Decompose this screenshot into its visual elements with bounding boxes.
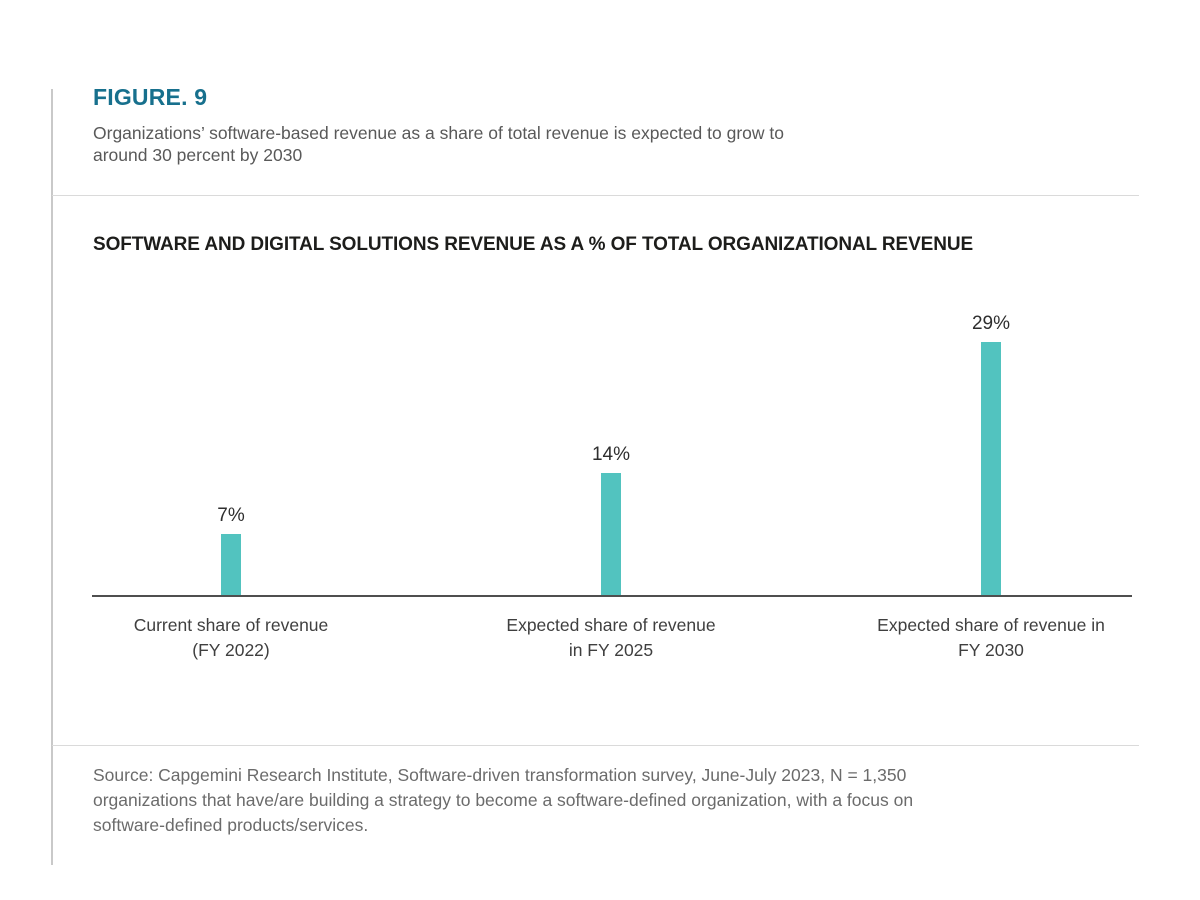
- figure-number-label: FIGURE. 9: [93, 84, 208, 110]
- bar-1: [221, 534, 241, 595]
- category-label-3: Expected share of revenue in FY 2030: [877, 615, 1105, 660]
- category-labels: Current share of revenue (FY 2022) Expect…: [92, 613, 1132, 683]
- source-note: Source: Capgemini Research Institute, So…: [93, 765, 914, 835]
- figure-subtitle: Organizations’ software-based revenue as…: [93, 123, 784, 165]
- category-label-2: Expected share of revenue in FY 2025: [506, 615, 716, 660]
- left-accent-rule: [51, 89, 53, 865]
- plot-area: 7% 14% 29%: [92, 300, 1132, 597]
- value-label-1: 7%: [217, 505, 245, 526]
- x-axis-line: [92, 595, 1132, 597]
- top-divider: [52, 195, 1139, 196]
- bar-2: [601, 473, 621, 595]
- value-label-3: 29%: [971, 313, 1011, 334]
- bottom-divider: [52, 745, 1139, 746]
- category-label-1: Current share of revenue (FY 2022): [133, 615, 329, 660]
- value-label-2: 14%: [591, 444, 631, 465]
- chart-title: SOFTWARE AND DIGITAL SOLUTIONS REVENUE A…: [93, 234, 974, 255]
- bar-3: [981, 342, 1001, 595]
